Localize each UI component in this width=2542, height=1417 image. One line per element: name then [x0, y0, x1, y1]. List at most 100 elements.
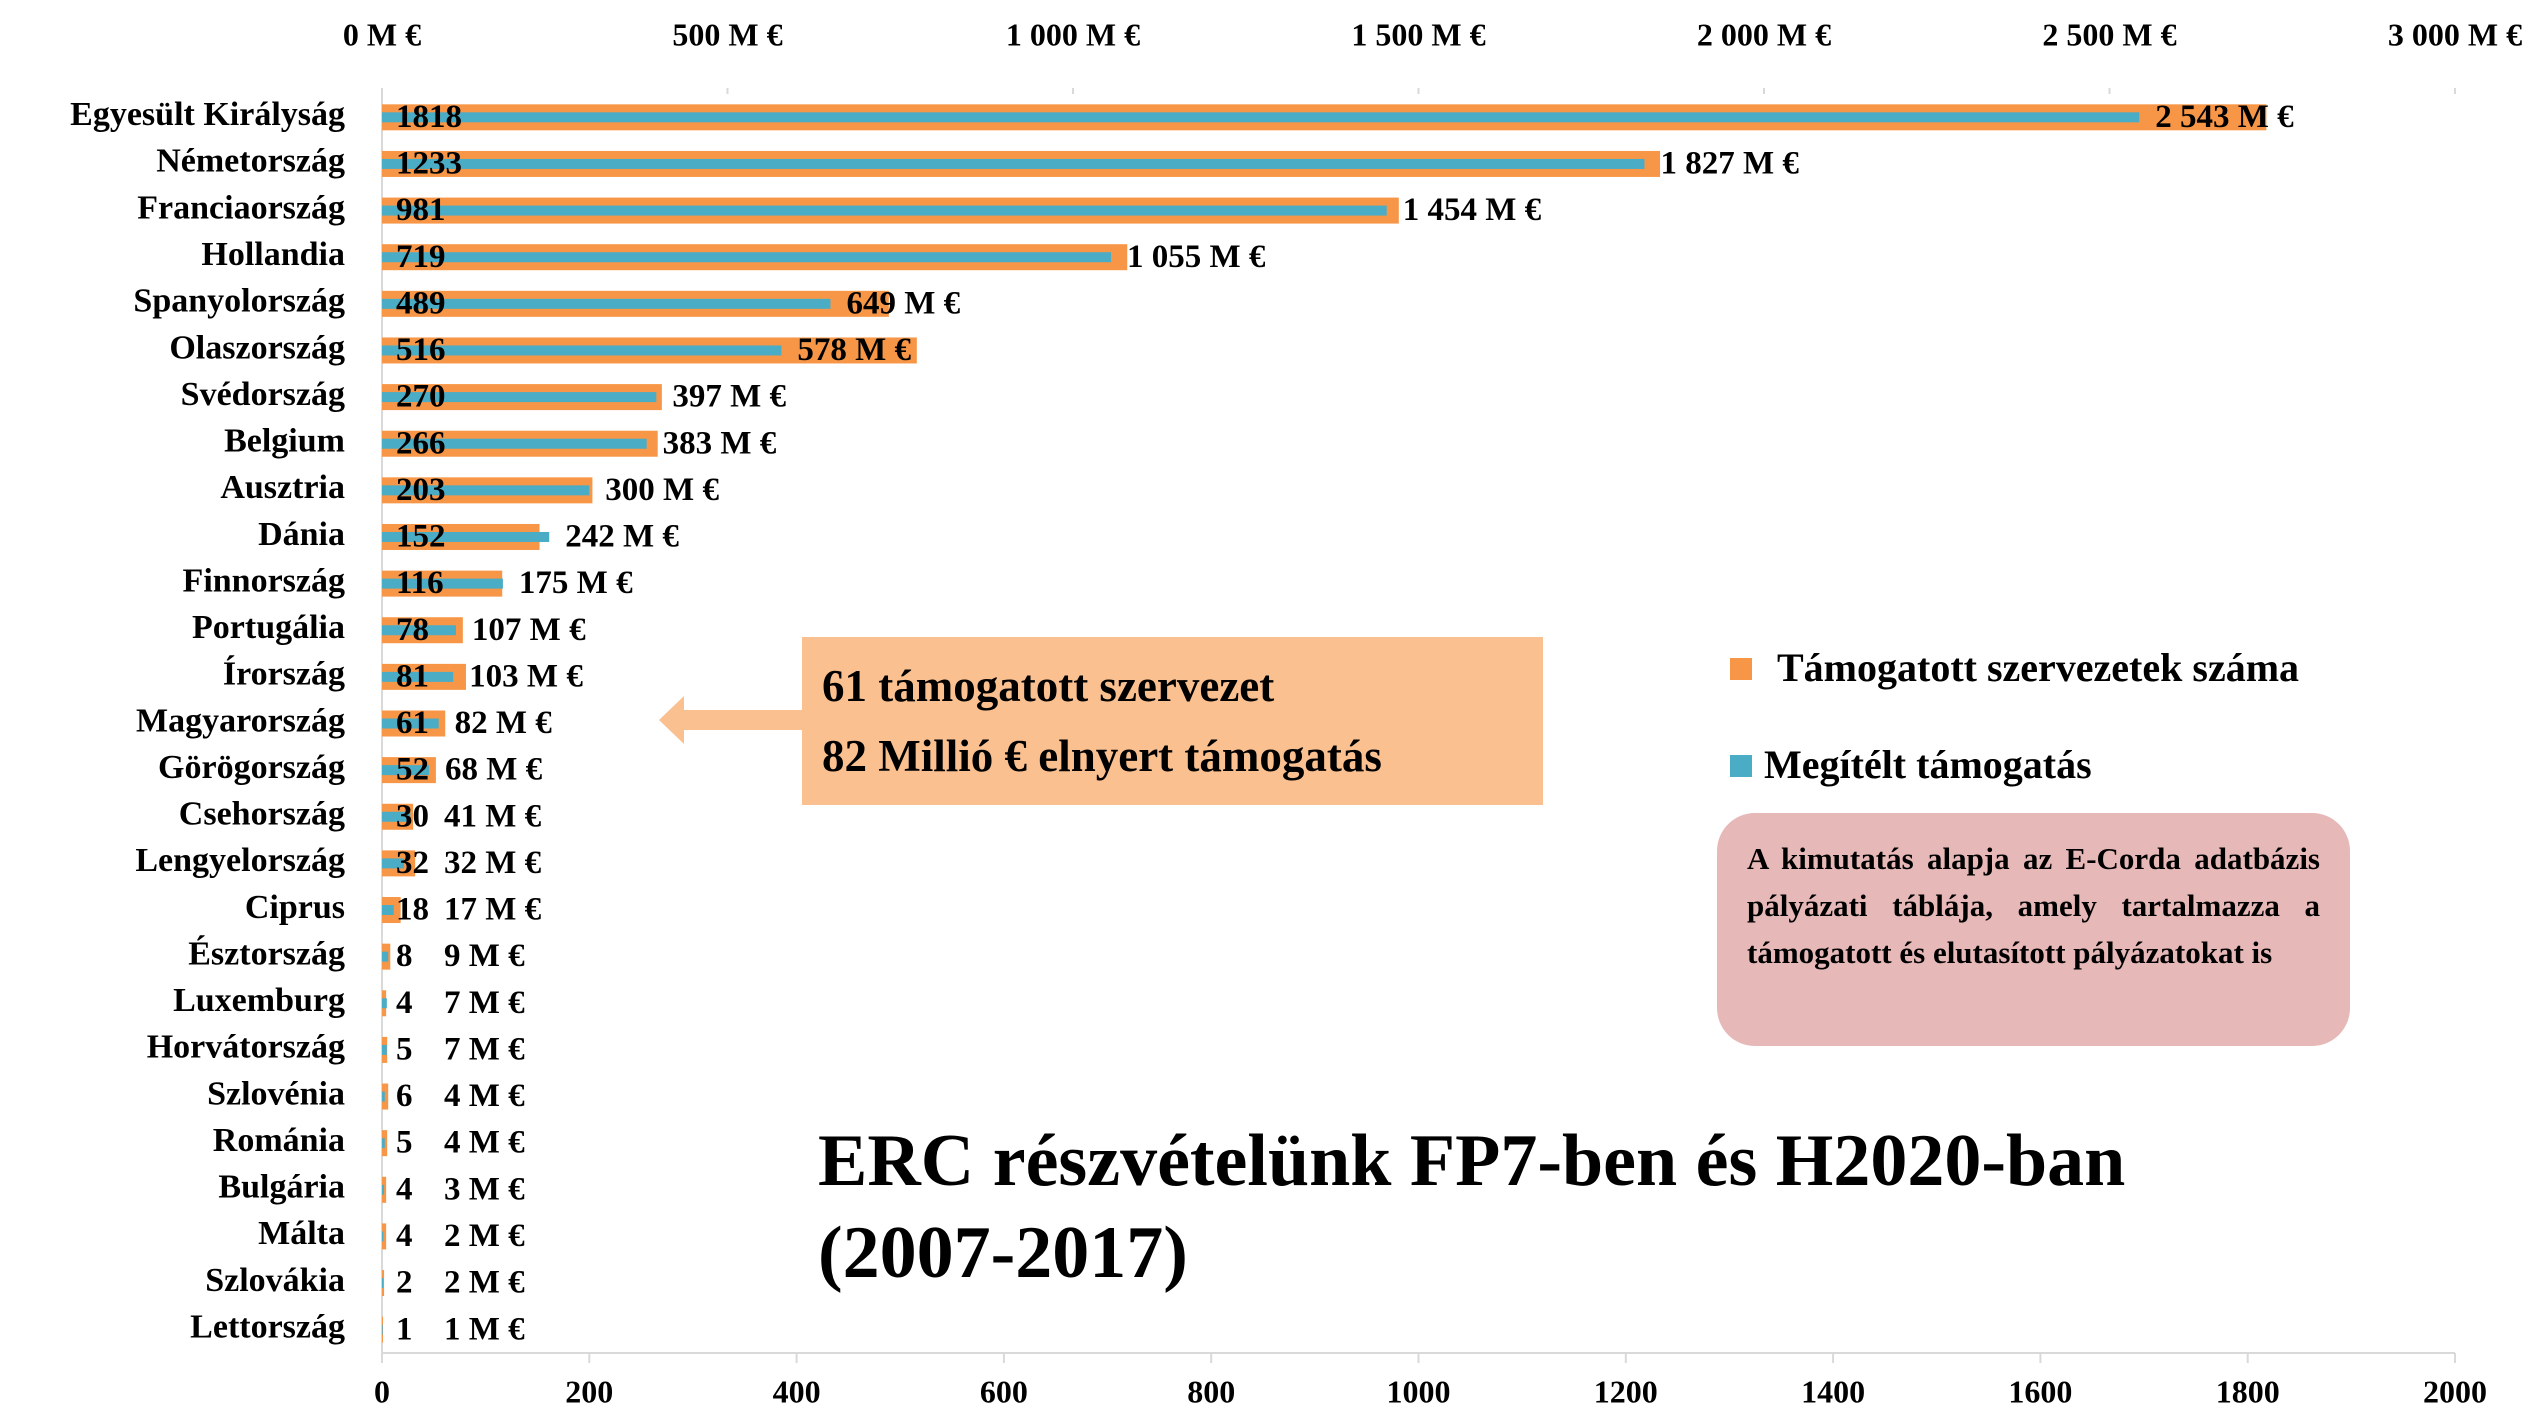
data-label: 175 M € [519, 565, 633, 601]
data-label: 68 M € [445, 752, 543, 788]
data-label: 1233 [396, 146, 462, 182]
data-label: 5 [396, 1125, 413, 1161]
y-tick-label: Magyarország [136, 702, 345, 739]
x2-tick-label: 2 000 M € [1697, 16, 1831, 52]
data-label: 4 M € [444, 1078, 525, 1114]
x-tick-label: 0 [374, 1373, 390, 1409]
data-label: 1 055 M € [1127, 239, 1266, 275]
annotation-line: 82 Millió € elnyert támogatás [822, 731, 1382, 781]
bar [382, 765, 429, 776]
y-tick-label: Dánia [258, 516, 345, 553]
x-tick-label: 400 [773, 1373, 821, 1409]
y-tick-label: Finnország [183, 562, 345, 599]
bar [382, 905, 394, 916]
bar [382, 811, 411, 822]
data-label: 9 M € [444, 938, 525, 974]
data-label: 2 M € [444, 1218, 525, 1254]
data-label: 116 [396, 565, 444, 601]
y-tick-label: Portugália [192, 609, 345, 646]
data-label: 649 M € [846, 285, 960, 321]
x-tick-label: 200 [565, 1373, 613, 1409]
bar [382, 1231, 384, 1242]
data-label: 1 M € [444, 1311, 525, 1347]
data-label: 81 [396, 658, 429, 694]
data-label: 719 [396, 239, 446, 275]
data-label: 107 M € [472, 612, 586, 648]
y-tick-label: Horvátország [147, 1029, 345, 1066]
bar [382, 531, 550, 542]
bar [382, 1324, 383, 1335]
data-label: 516 [396, 332, 446, 368]
y-tick-label: Csehország [179, 796, 345, 833]
x-tick-label: 1800 [2216, 1373, 2280, 1409]
y-tick-label: Svédország [181, 376, 345, 413]
y-tick-label: Lengyelország [135, 842, 345, 879]
bar [382, 1091, 385, 1102]
y-tick-label: Franciaország [137, 189, 345, 226]
data-label: 52 [396, 752, 429, 788]
data-label: 4 [396, 1218, 413, 1254]
data-label: 3 M € [444, 1171, 525, 1207]
data-label: 2 M € [444, 1265, 525, 1301]
data-label: 300 M € [605, 472, 719, 508]
bar [382, 998, 387, 1009]
data-label: 242 M € [565, 519, 679, 555]
x-tick-label: 1200 [1594, 1373, 1658, 1409]
bar [382, 205, 1387, 216]
data-label: 8 [396, 938, 413, 974]
y-tick-label: Olaszország [169, 329, 345, 366]
data-label: 203 [396, 472, 446, 508]
bar [382, 158, 1645, 169]
bar [382, 438, 647, 449]
data-label: 7 M € [444, 1031, 525, 1067]
bar [382, 951, 389, 962]
bar [382, 718, 439, 729]
note-box: A kimutatás alapja az E-Corda adatbázis … [1717, 813, 2350, 1046]
y-tick-label: Ausztria [220, 469, 345, 506]
y-tick-label: Észtország [188, 935, 345, 972]
data-label: 32 [396, 845, 429, 881]
bar [382, 1138, 385, 1149]
x-tick-label: 1600 [2008, 1373, 2072, 1409]
y-tick-label: Spanyolország [133, 283, 345, 320]
bar [382, 1044, 387, 1055]
data-label: 61 [396, 705, 429, 741]
legend-swatch [1730, 658, 1752, 680]
y-tick-label: Szlovákia [205, 1262, 345, 1299]
bar [382, 252, 1112, 263]
bar [382, 1184, 385, 1195]
y-tick-label: Ciprus [245, 889, 345, 926]
data-label: 30 [396, 798, 429, 834]
legend-swatch [1730, 755, 1752, 777]
data-label: 981 [396, 192, 446, 228]
y-tick-label: Németország [156, 143, 345, 180]
legend-label: Megítélt támogatás [1764, 742, 2092, 787]
y-tick-label: Románia [213, 1122, 345, 1159]
bar [382, 578, 503, 589]
annotation-box: 61 támogatott szervezet 82 Millió € elny… [802, 637, 1543, 805]
data-label: 32 M € [444, 845, 542, 881]
x2-tick-label: 500 M € [672, 16, 782, 52]
data-label: 5 [396, 1031, 413, 1067]
x-tick-label: 800 [1187, 1373, 1235, 1409]
data-label: 489 [396, 285, 446, 321]
data-label: 266 [396, 425, 446, 461]
y-tick-label: Bulgária [218, 1169, 345, 1206]
data-label: 4 [396, 985, 413, 1021]
data-label: 18 [396, 892, 429, 928]
y-tick-label: Málta [258, 1215, 345, 1252]
bar [382, 1083, 389, 1110]
data-label: 1 454 M € [1403, 192, 1542, 228]
y-tick-label: Lettország [190, 1308, 345, 1345]
annotation-arrow [659, 696, 802, 744]
y-tick-label: Írország [223, 656, 345, 693]
x2-tick-label: 0 M € [343, 16, 421, 52]
data-label: 2 [396, 1265, 413, 1301]
x-tick-label: 2000 [2423, 1373, 2487, 1409]
data-label: 1818 [396, 99, 462, 135]
bar [382, 625, 456, 636]
data-label: 4 [396, 1171, 413, 1207]
chart-title: ERC részvételünk FP7-ben és H2020-ban (2… [818, 1120, 2126, 1294]
